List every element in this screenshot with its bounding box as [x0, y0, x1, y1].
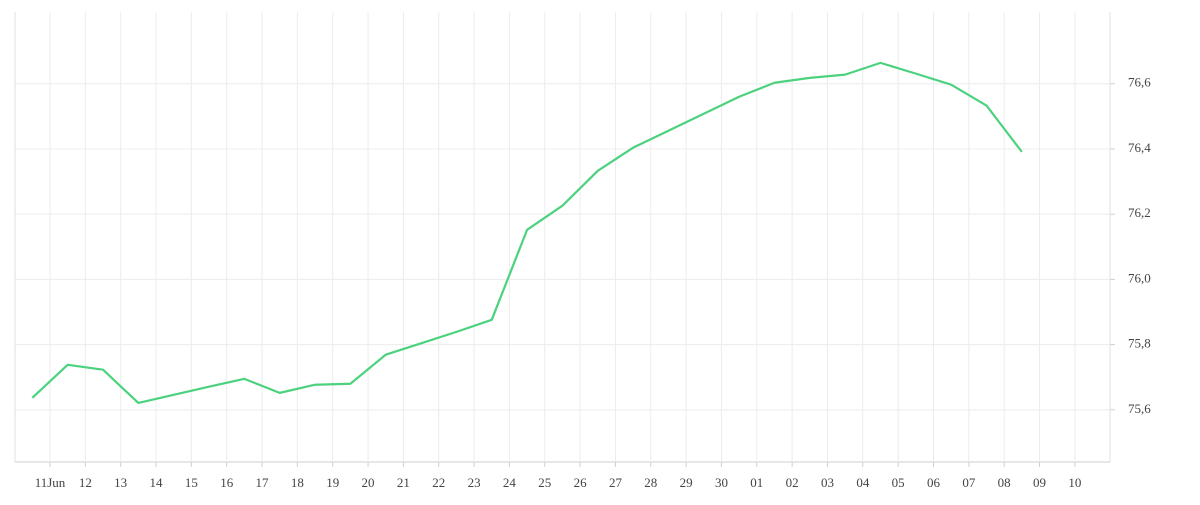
x-tick-label: 13: [114, 475, 127, 490]
x-tick-label: 28: [644, 475, 657, 490]
x-tick-label: 03: [821, 475, 834, 490]
x-tick-label: 16: [220, 475, 234, 490]
x-tick-label: 09: [1033, 475, 1046, 490]
x-tick-label: 15: [185, 475, 198, 490]
x-tick-label: 21: [397, 475, 410, 490]
x-tick-label: 02: [786, 475, 799, 490]
x-tick-label: 24: [503, 475, 517, 490]
x-tick-label: 18: [291, 475, 304, 490]
x-tick-label: 12: [79, 475, 92, 490]
x-tick-label: 08: [998, 475, 1011, 490]
x-tick-label: 07: [962, 475, 976, 490]
x-tick-label: 05: [892, 475, 905, 490]
y-tick-label: 76,2: [1128, 205, 1151, 220]
x-tick-label: 22: [432, 475, 445, 490]
x-tick-label: 14: [150, 475, 164, 490]
x-tick-label: 19: [326, 475, 339, 490]
x-tick-label: 11Jun: [35, 475, 66, 490]
x-tick-label: 06: [927, 475, 941, 490]
x-tick-label: 26: [574, 475, 588, 490]
x-tick-label: 01: [750, 475, 763, 490]
x-tick-label: 17: [256, 475, 270, 490]
x-tick-label: 04: [856, 475, 870, 490]
x-tick-label: 29: [680, 475, 693, 490]
y-tick-label: 75,8: [1128, 336, 1151, 351]
x-tick-label: 20: [362, 475, 375, 490]
line-series: [31, 61, 1023, 405]
y-tick-label: 75,6: [1128, 401, 1151, 416]
y-tick-label: 76,4: [1128, 140, 1151, 155]
y-tick-label: 76,0: [1128, 270, 1151, 285]
x-tick-label: 23: [468, 475, 481, 490]
y-tick-label: 76,6: [1128, 75, 1151, 90]
x-tick-label: 27: [609, 475, 623, 490]
x-tick-label: 30: [715, 475, 728, 490]
x-tick-label: 10: [1068, 475, 1081, 490]
x-tick-label: 25: [538, 475, 551, 490]
